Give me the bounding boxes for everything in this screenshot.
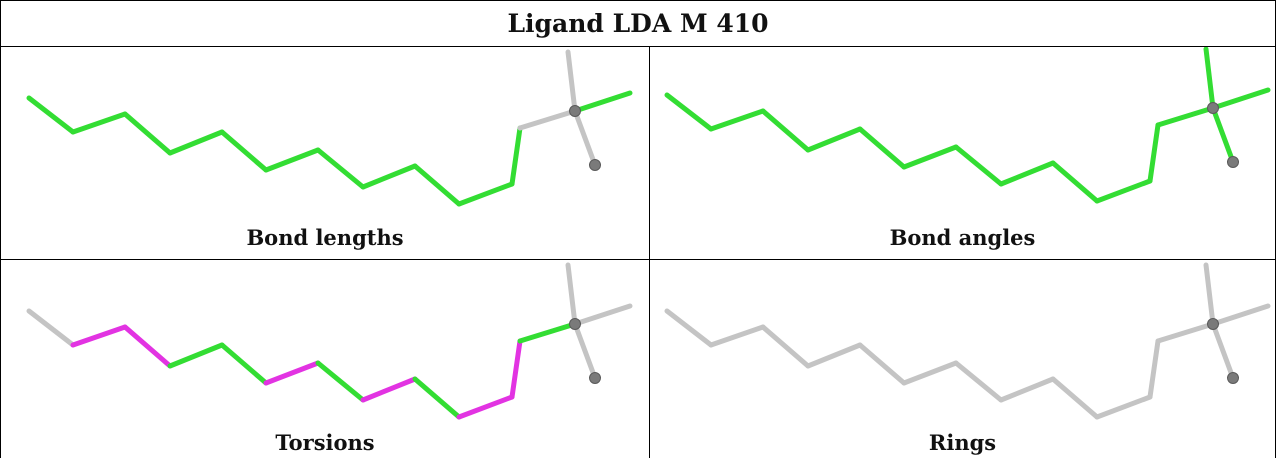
- panel-bond-lengths: Bond lengths: [1, 47, 649, 259]
- bond-6: [315, 147, 366, 190]
- bond-5: [901, 360, 959, 386]
- panel-caption: Rings: [928, 430, 997, 455]
- bond-13: [1210, 87, 1271, 111]
- rule-vertical-divider: [649, 46, 650, 458]
- bond-5: [901, 144, 959, 170]
- atom-terminal: [589, 159, 601, 171]
- bond-11: [517, 108, 578, 131]
- bond-1: [708, 324, 766, 348]
- bond-8: [412, 163, 462, 207]
- bond-9: [1094, 394, 1153, 420]
- rule-under-title: [0, 46, 1276, 47]
- molecule-rings: [664, 262, 1271, 420]
- panel-bond-angles: Bond angles: [650, 47, 1275, 259]
- bond-9: [456, 394, 515, 420]
- bond-14: [1210, 321, 1236, 381]
- bond-13: [572, 90, 633, 114]
- bond-11: [517, 321, 578, 344]
- bond-14: [572, 321, 598, 381]
- bond-0: [26, 95, 76, 135]
- bond-2: [122, 111, 173, 156]
- bond-10: [1147, 122, 1161, 184]
- bond-7: [998, 160, 1056, 187]
- bond-1: [708, 108, 766, 132]
- bond-10: [509, 338, 523, 400]
- bond-2: [760, 324, 811, 369]
- bond-2: [122, 324, 173, 369]
- bond-0: [664, 92, 714, 132]
- bond-12: [565, 49, 578, 114]
- atom-branch-center: [1207, 318, 1219, 330]
- panel-caption: Torsions: [275, 430, 375, 455]
- table-title: Ligand LDA M 410: [507, 8, 769, 38]
- bond-12: [565, 262, 578, 327]
- bond-11: [1155, 321, 1216, 344]
- border-top: [0, 0, 1276, 1]
- bond-7: [360, 376, 418, 403]
- panel-torsions: Torsions: [1, 260, 649, 458]
- bond-1: [70, 324, 128, 348]
- bond-6: [315, 360, 366, 403]
- bond-8: [412, 376, 462, 420]
- border-left: [0, 0, 1, 458]
- bond-7: [360, 163, 418, 190]
- bond-14: [1210, 105, 1236, 165]
- bond-11: [1155, 105, 1216, 128]
- bond-3: [167, 342, 225, 369]
- bond-3: [805, 342, 863, 369]
- molecule-torsions: [26, 262, 633, 420]
- bond-4: [857, 126, 907, 170]
- bond-4: [219, 129, 269, 173]
- bond-8: [1050, 160, 1100, 204]
- molecule-bond-lengths: [26, 49, 633, 207]
- bond-9: [456, 181, 515, 207]
- atom-terminal: [1227, 372, 1239, 384]
- bond-3: [167, 129, 225, 156]
- bond-12: [1203, 262, 1216, 327]
- panel-rings: Rings: [650, 260, 1275, 458]
- bond-2: [760, 108, 811, 153]
- bond-4: [857, 342, 907, 386]
- panel-caption: Bond angles: [889, 225, 1036, 250]
- bond-8: [1050, 376, 1100, 420]
- atom-branch-center: [569, 105, 581, 117]
- rule-middle: [0, 259, 1276, 260]
- bond-9: [1094, 178, 1153, 204]
- atom-terminal: [1227, 156, 1239, 168]
- bond-0: [664, 308, 714, 348]
- bond-6: [953, 144, 1004, 187]
- bond-1: [70, 111, 128, 135]
- panel-caption: Bond lengths: [246, 225, 404, 250]
- atom-branch-center: [1207, 102, 1219, 114]
- atom-terminal: [589, 372, 601, 384]
- bond-4: [219, 342, 269, 386]
- bond-0: [26, 308, 76, 348]
- bond-14: [572, 108, 598, 168]
- bond-13: [1210, 303, 1271, 327]
- atom-branch-center: [569, 318, 581, 330]
- bond-10: [509, 125, 523, 187]
- bond-6: [953, 360, 1004, 403]
- molecule-bond-angles: [664, 47, 1271, 204]
- bond-7: [998, 376, 1056, 403]
- bond-12: [1203, 47, 1216, 111]
- bond-13: [572, 303, 633, 327]
- bond-10: [1147, 338, 1161, 400]
- bond-3: [805, 126, 863, 153]
- bond-5: [263, 147, 321, 173]
- bond-5: [263, 360, 321, 386]
